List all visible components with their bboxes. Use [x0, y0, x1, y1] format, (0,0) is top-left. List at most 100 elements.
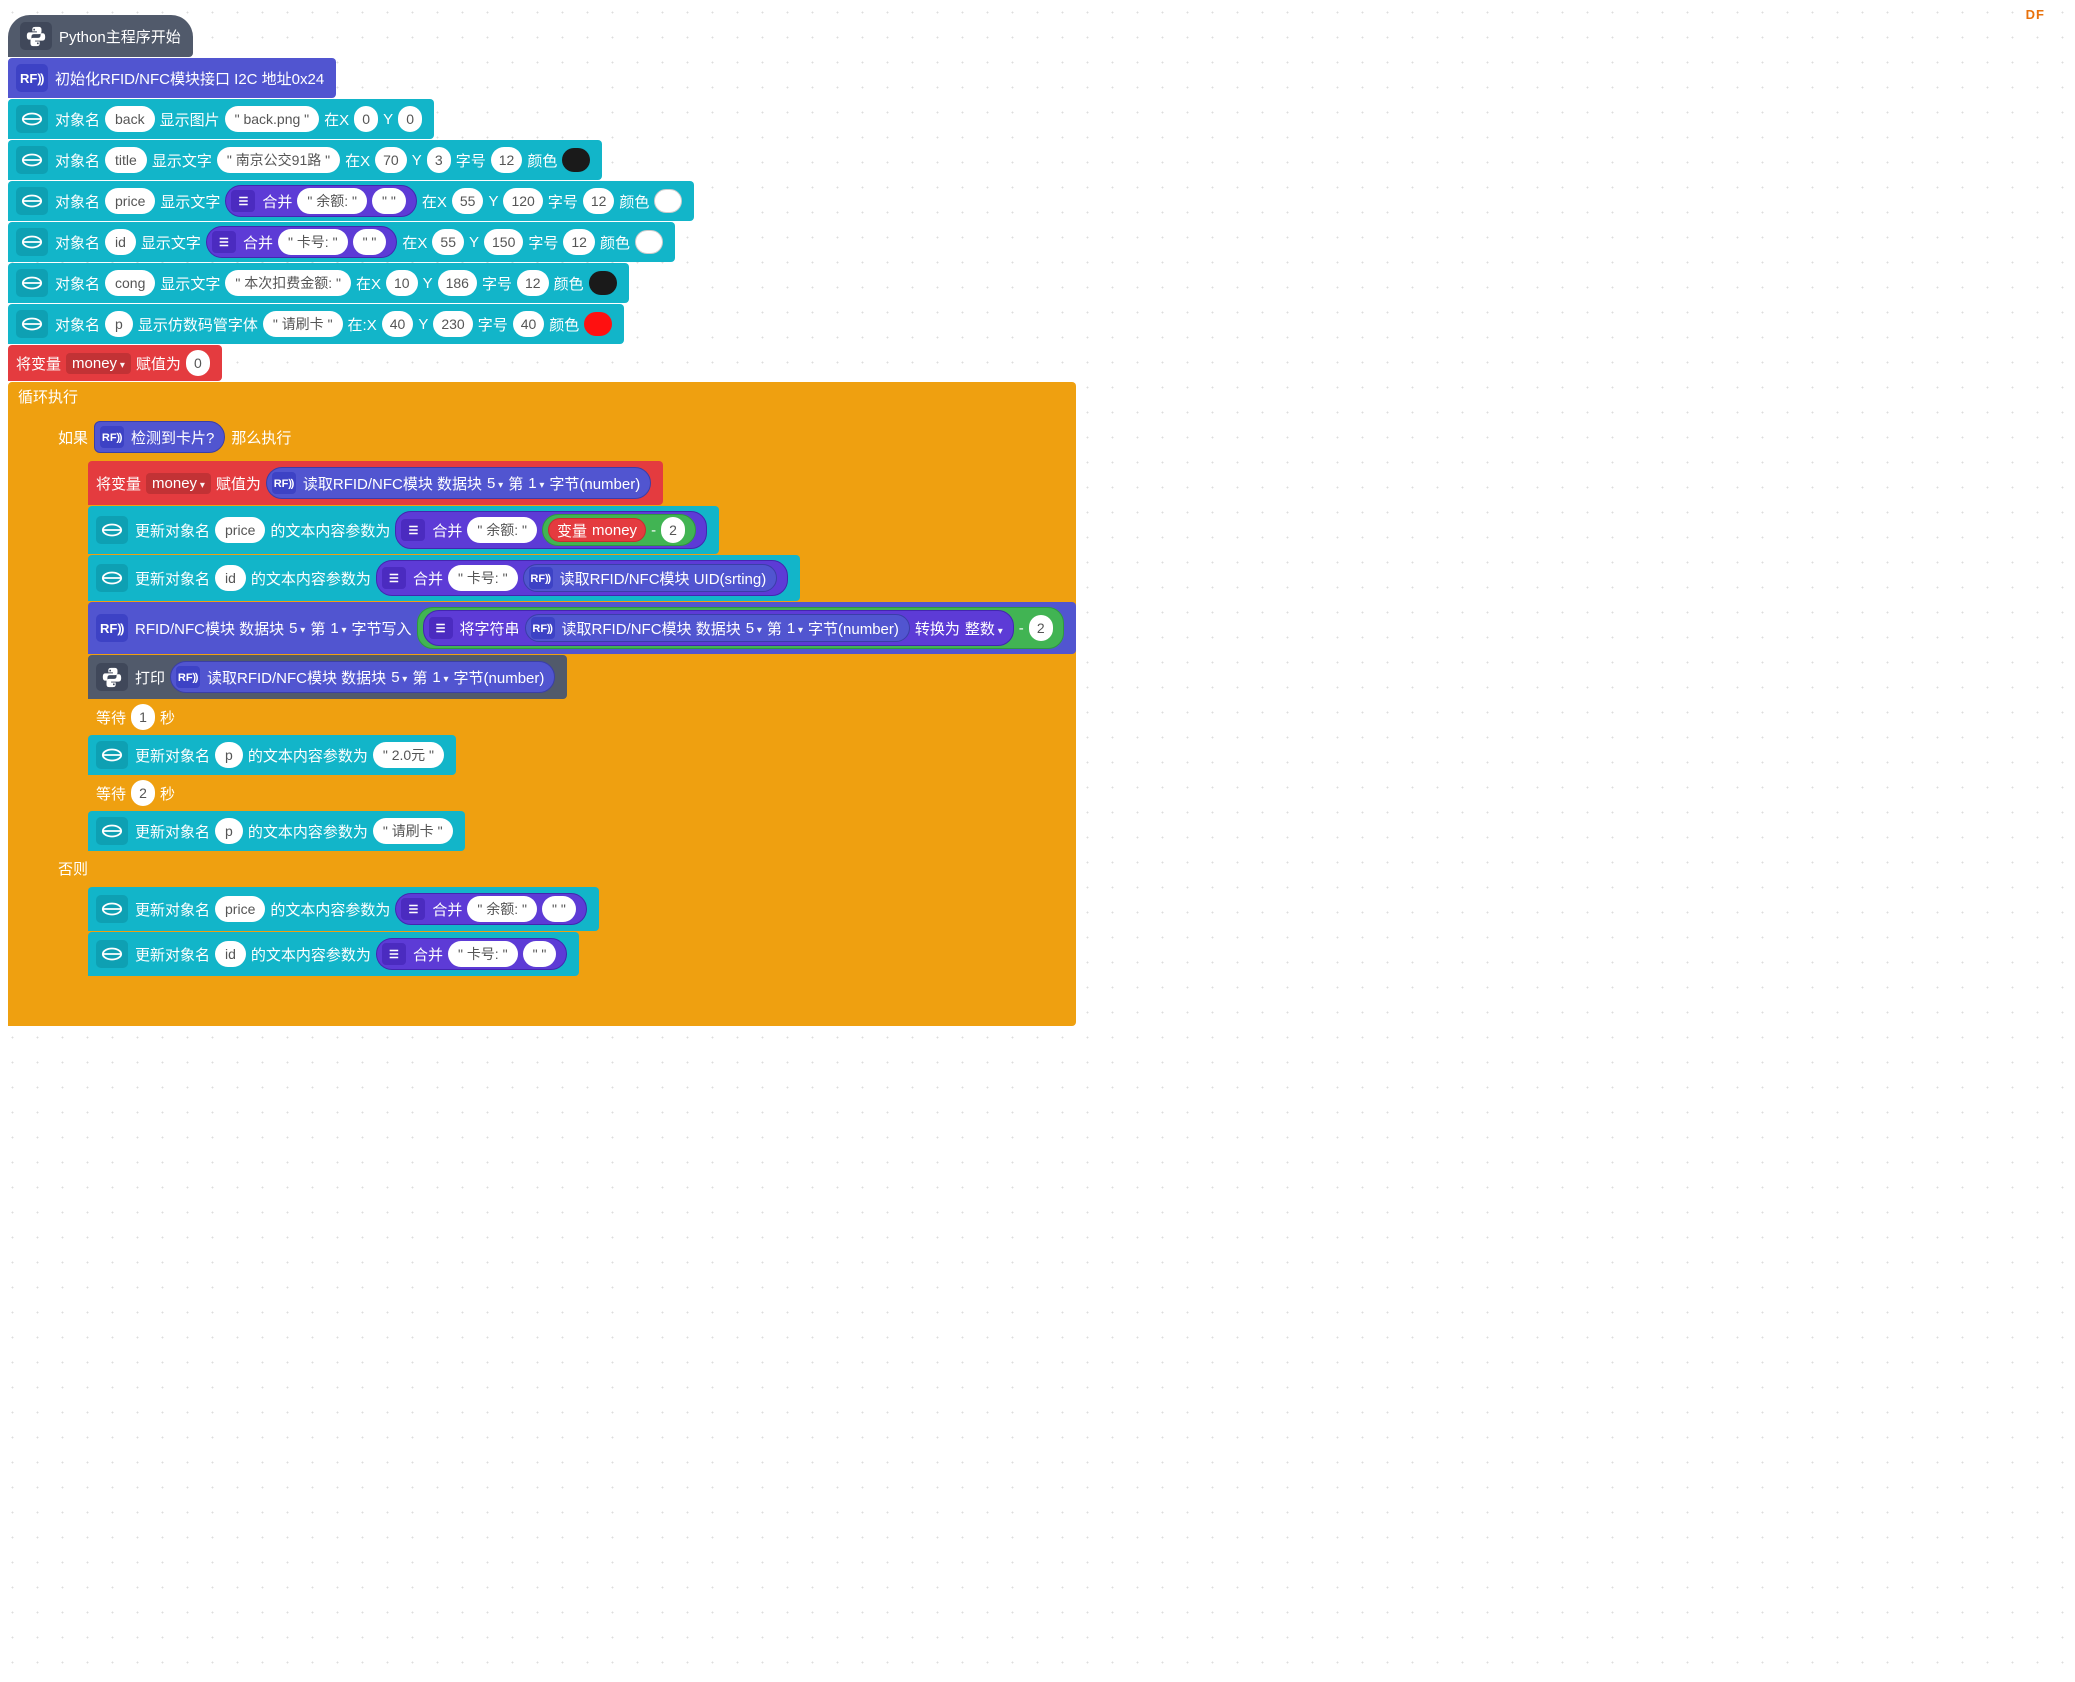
color-swatch[interactable] — [654, 189, 682, 213]
y-input[interactable]: 150 — [484, 229, 523, 255]
byte-dropdown[interactable]: 1 — [787, 620, 803, 637]
obj-name-input[interactable]: price — [215, 517, 265, 543]
join-block[interactable]: ☰ 合并 " 余额: " 变量 money - — [395, 511, 707, 549]
y-input[interactable]: 0 — [398, 106, 422, 132]
obj-name-input[interactable]: price — [105, 188, 155, 214]
python-start-block[interactable]: Python主程序开始 — [8, 15, 193, 57]
print-block[interactable]: 打印 RF⸩ 读取RFID/NFC模块 数据块 5 第 1 字节(number) — [88, 655, 567, 699]
join-arg1[interactable]: " 余额: " — [297, 188, 367, 214]
byte-dropdown[interactable]: 1 — [432, 669, 448, 686]
join-arg2[interactable]: " " — [542, 896, 576, 922]
wait-input[interactable]: 2 — [131, 780, 155, 806]
fontsize-input[interactable]: 12 — [563, 229, 595, 255]
text-input[interactable]: " 请刷卡 " — [263, 311, 343, 337]
cast-block[interactable]: ☰ 将字符串 RF⸩ 读取RFID/NFC模块 数据块 5 第 1 — [423, 610, 1014, 646]
update-price-else-block[interactable]: 更新对象名 price 的文本内容参数为 ☰ 合并 " 余额: " " " — [88, 887, 599, 931]
wait-block[interactable]: 等待 1 秒 — [88, 700, 187, 734]
var-dropdown[interactable]: money — [66, 353, 131, 374]
join-arg1[interactable]: " 卡号: " — [448, 565, 518, 591]
x-input[interactable]: 55 — [432, 229, 464, 255]
init-rfid-block[interactable]: RF⸩ 初始化RFID/NFC模块接口 I2C 地址0x24 — [8, 58, 336, 98]
value-input[interactable]: 0 — [186, 350, 210, 376]
join-block[interactable]: ☰ 合并 " 卡号: " RF⸩ 读取RFID/NFC模块 UID(srting… — [376, 560, 788, 596]
text-input[interactable]: " 南京公交91路 " — [217, 147, 340, 173]
x-input[interactable]: 70 — [375, 147, 407, 173]
join-block[interactable]: ☰ 合并 " 余额: " " " — [225, 185, 416, 217]
update-p-swipe-block[interactable]: 更新对象名 p 的文本内容参数为 " 请刷卡 " — [88, 811, 465, 851]
color-swatch[interactable] — [589, 271, 617, 295]
obj-name-input[interactable]: p — [105, 311, 133, 337]
y-input[interactable]: 230 — [433, 311, 472, 337]
block-dropdown[interactable]: 5 — [487, 475, 503, 492]
block-dropdown[interactable]: 5 — [746, 620, 762, 637]
join-arg1[interactable]: " 卡号: " — [448, 941, 518, 967]
obj-back-block[interactable]: 对象名 back 显示图片 " back.png " 在X 0 Y 0 — [8, 99, 434, 139]
update-p-block[interactable]: 更新对象名 p 的文本内容参数为 " 2.0元 " — [88, 735, 456, 775]
join-block[interactable]: ☰ 合并 " 卡号: " " " — [376, 938, 567, 970]
text-input[interactable]: " 本次扣费金额: " — [225, 270, 351, 296]
img-path-input[interactable]: " back.png " — [225, 106, 320, 132]
card-detected-reporter[interactable]: RF⸩ 检测到卡片? — [94, 421, 225, 453]
if-block[interactable]: 如果 RF⸩ 检测到卡片? 那么执行 将变量 — [48, 415, 1076, 1001]
var-dropdown[interactable]: money — [146, 473, 211, 494]
fontsize-input[interactable]: 12 — [517, 270, 549, 296]
join-arg1[interactable]: " 卡号: " — [278, 229, 348, 255]
join-block[interactable]: ☰ 合并 " 余额: " " " — [395, 893, 586, 925]
color-swatch[interactable] — [635, 230, 663, 254]
subtract-input[interactable]: 2 — [1029, 615, 1053, 641]
obj-price-block[interactable]: 对象名 price 显示文字 ☰ 合并 " 余额: " " " 在X 55 Y … — [8, 181, 694, 221]
write-block[interactable]: RF⸩ RFID/NFC模块 数据块 5 第 1 字节写入 ☰ 将字符串 — [88, 602, 1076, 654]
obj-name-input[interactable]: id — [215, 941, 246, 967]
obj-cong-block[interactable]: 对象名 cong 显示文字 " 本次扣费金额: " 在X 10 Y 186 字号… — [8, 263, 629, 303]
fontsize-input[interactable]: 40 — [513, 311, 545, 337]
obj-name-input[interactable]: back — [105, 106, 155, 132]
obj-name-input[interactable]: id — [105, 229, 136, 255]
color-swatch[interactable] — [584, 312, 612, 336]
join-arg1[interactable]: " 余额: " — [467, 517, 537, 543]
text-input[interactable]: " 请刷卡 " — [373, 818, 453, 844]
obj-name-input[interactable]: cong — [105, 270, 155, 296]
set-money-block[interactable]: 将变量 money 赋值为 0 — [8, 345, 222, 381]
wait-block[interactable]: 等待 2 秒 — [88, 776, 187, 810]
subtract-block[interactable]: 变量 money - 2 — [542, 514, 696, 546]
x-input[interactable]: 40 — [382, 311, 414, 337]
join-arg2[interactable]: " " — [372, 188, 406, 214]
subtract-input[interactable]: 2 — [661, 517, 685, 543]
read-block-reporter[interactable]: RF⸩ 读取RFID/NFC模块 数据块 5 第 1 字节(number) — [525, 614, 910, 642]
wait-input[interactable]: 1 — [131, 704, 155, 730]
update-price-block[interactable]: 更新对象名 price 的文本内容参数为 ☰ 合并 " 余额: " — [88, 506, 719, 554]
obj-name-input[interactable]: p — [215, 818, 243, 844]
text-input[interactable]: " 2.0元 " — [373, 742, 444, 768]
read-block-reporter[interactable]: RF⸩ 读取RFID/NFC模块 数据块 5 第 1 字节(number) — [170, 661, 555, 693]
obj-name-input[interactable]: id — [215, 565, 246, 591]
forever-block[interactable]: 循环执行 如果 RF⸩ 检测到卡片? 那么执行 — [8, 382, 1076, 1026]
type-dropdown[interactable]: 整数 — [965, 618, 1003, 639]
obj-name-input[interactable]: p — [215, 742, 243, 768]
read-uid-reporter[interactable]: RF⸩ 读取RFID/NFC模块 UID(srting) — [523, 564, 778, 592]
block-dropdown[interactable]: 5 — [289, 620, 305, 637]
block-dropdown[interactable]: 5 — [391, 669, 407, 686]
update-id-else-block[interactable]: 更新对象名 id 的文本内容参数为 ☰ 合并 " 卡号: " " " — [88, 932, 579, 976]
fontsize-input[interactable]: 12 — [491, 147, 523, 173]
subtract-block[interactable]: ☰ 将字符串 RF⸩ 读取RFID/NFC模块 数据块 5 第 1 — [417, 607, 1064, 649]
join-arg2[interactable]: " " — [353, 229, 387, 255]
read-block-reporter[interactable]: RF⸩ 读取RFID/NFC模块 数据块 5 第 1 字节(number) — [266, 467, 651, 499]
y-input[interactable]: 3 — [427, 147, 451, 173]
update-id-block[interactable]: 更新对象名 id 的文本内容参数为 ☰ 合并 " 卡号: " RF⸩ 读取 — [88, 555, 800, 601]
y-input[interactable]: 120 — [503, 188, 542, 214]
byte-dropdown[interactable]: 1 — [330, 620, 346, 637]
fontsize-input[interactable]: 12 — [583, 188, 615, 214]
x-input[interactable]: 10 — [386, 270, 418, 296]
x-input[interactable]: 55 — [452, 188, 484, 214]
x-input[interactable]: 0 — [354, 106, 378, 132]
byte-dropdown[interactable]: 1 — [528, 475, 544, 492]
join-arg2[interactable]: " " — [523, 941, 557, 967]
y-input[interactable]: 186 — [438, 270, 477, 296]
obj-name-input[interactable]: title — [105, 147, 147, 173]
obj-title-block[interactable]: 对象名 title 显示文字 " 南京公交91路 " 在X 70 Y 3 字号 … — [8, 140, 602, 180]
obj-p-block[interactable]: 对象名 p 显示仿数码管字体 " 请刷卡 " 在:X 40 Y 230 字号 4… — [8, 304, 624, 344]
set-money-read-block[interactable]: 将变量 money 赋值为 RF⸩ 读取RFID/NFC模块 数据块 5 第 1… — [88, 461, 663, 505]
obj-id-block[interactable]: 对象名 id 显示文字 ☰ 合并 " 卡号: " " " 在X 55 Y 150… — [8, 222, 675, 262]
obj-name-input[interactable]: price — [215, 896, 265, 922]
color-swatch[interactable] — [562, 148, 590, 172]
